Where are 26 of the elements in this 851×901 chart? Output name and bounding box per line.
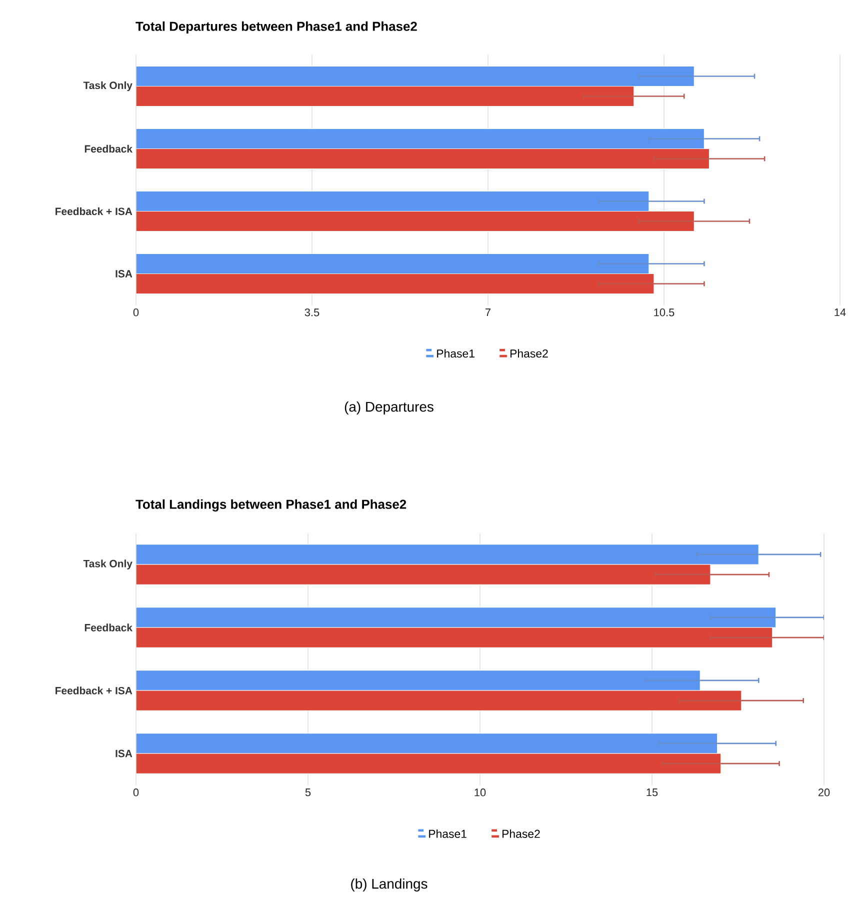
y-tick-label: Task Only bbox=[83, 81, 132, 92]
legend-label: Phase2 bbox=[502, 830, 540, 838]
x-tick-label: 0 bbox=[133, 788, 139, 796]
y-tick-label: Task Only bbox=[83, 560, 132, 570]
y-tick-label: ISA bbox=[116, 270, 132, 278]
legend-label: Phase1 bbox=[437, 349, 474, 358]
y-tick-label: Feedback bbox=[84, 624, 132, 632]
text: (b) Landings bbox=[351, 878, 428, 892]
x-tick-label: 5 bbox=[305, 788, 311, 796]
y-tick-label: Feedback + ISA bbox=[56, 686, 132, 694]
y-tick-label: ISA bbox=[116, 750, 132, 758]
x-tick-label: 20 bbox=[818, 788, 830, 796]
x-tick-label: 10 bbox=[474, 788, 486, 796]
x-tick-label: 7 bbox=[486, 308, 491, 316]
text: (a) Departures bbox=[344, 401, 434, 414]
y-tick-label: Feedback + ISA bbox=[56, 207, 132, 216]
x-tick-label: 14 bbox=[834, 308, 846, 316]
x-tick-label: 3.5 bbox=[304, 308, 320, 316]
chart-title: Total Landings between Phase1 and Phase2 bbox=[136, 499, 406, 512]
legend-label: Phase2 bbox=[510, 349, 548, 358]
x-tick-label: 15 bbox=[646, 788, 658, 796]
chart-title: Total Departures between Phase1 and Phase2 bbox=[136, 21, 417, 34]
x-tick-label: 0 bbox=[133, 308, 139, 316]
legend-label: Phase1 bbox=[429, 830, 466, 838]
y-tick-label: Feedback bbox=[84, 144, 132, 153]
x-tick-label: 10.5 bbox=[654, 308, 674, 316]
